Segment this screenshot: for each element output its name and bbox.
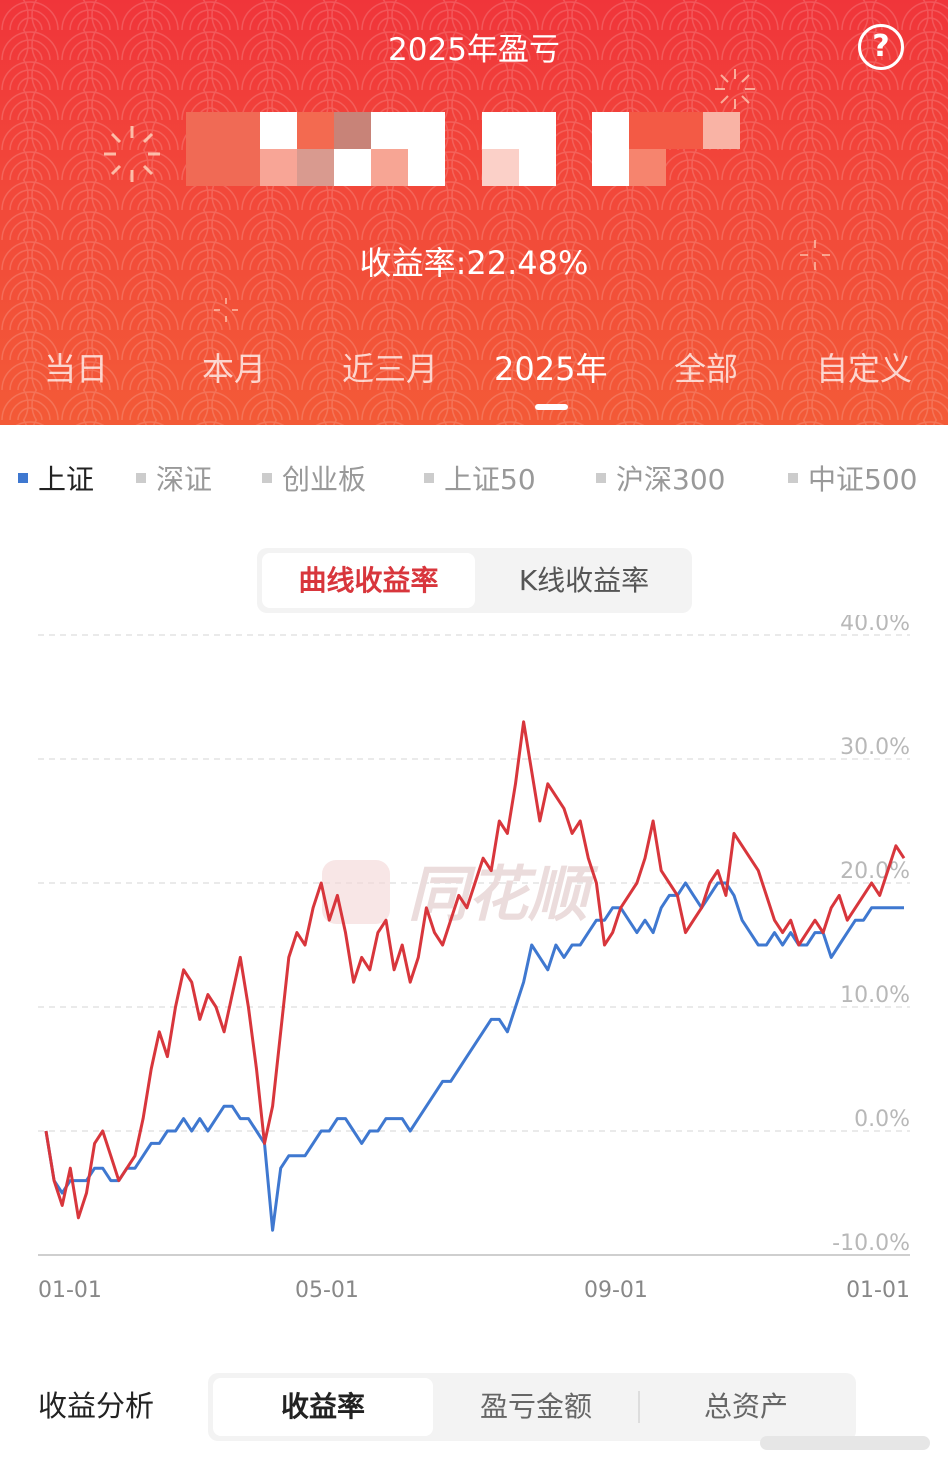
index-shenzhen[interactable]: 深证 — [136, 458, 212, 498]
index-chinext[interactable]: 创业板 — [262, 458, 366, 498]
analysis-label: 收益分析 — [38, 1389, 155, 1423]
wave-pattern — [0, 0, 948, 425]
tab-month[interactable]: 本月 — [202, 350, 267, 388]
legend-dot — [788, 473, 798, 483]
legend-dot — [18, 473, 28, 483]
x-tick-label: 01-01 — [846, 1278, 910, 1303]
firework-decoration — [214, 298, 238, 322]
y-tick-label: 10.0% — [840, 983, 910, 1008]
tab-three-months[interactable]: 近三月 — [342, 350, 439, 388]
y-tick-label: 0.0% — [854, 1107, 910, 1132]
question-circle-icon[interactable]: ? — [858, 24, 904, 70]
x-tick-label: 01-01 — [38, 1278, 102, 1303]
firework-decoration — [104, 126, 160, 182]
active-tab-indicator — [535, 404, 568, 410]
analysis-tabs: 收益率 盈亏金额 总资产 — [208, 1373, 856, 1441]
y-tick-label: 40.0% — [840, 615, 910, 636]
y-tick-label: -10.0% — [832, 1231, 910, 1256]
x-tick-label: 05-01 — [295, 1278, 359, 1303]
y-tick-label: 30.0% — [840, 735, 910, 760]
index-csi300[interactable]: 沪深300 — [596, 458, 725, 498]
tab-return-rate[interactable]: 收益率 — [213, 1378, 433, 1436]
return-chart: 40.0% 30.0% 20.0% 10.0% 0.0% -10.0% 同花顺 01-01 05… — [38, 615, 910, 1303]
account-series-line — [44, 720, 906, 1220]
return-rate: 收益率:22.48% — [359, 244, 589, 282]
index-shanghai[interactable]: 上证 — [18, 458, 94, 498]
watermark-text: 同花顺 — [408, 860, 599, 930]
index-sse50[interactable]: 上证50 — [424, 458, 536, 498]
index-series-line — [44, 881, 904, 1232]
curve-return-button[interactable]: 曲线收益率 — [262, 553, 475, 608]
chart-type-toggle: 曲线收益率 K线收益率 — [257, 548, 692, 613]
page-title: 2025年盈亏 — [388, 32, 560, 68]
kline-return-button[interactable]: K线收益率 — [518, 564, 650, 597]
index-csi500[interactable]: 中证500 — [788, 458, 917, 498]
x-tick-label: 09-01 — [584, 1278, 648, 1303]
divider — [638, 1391, 640, 1423]
legend-dot — [424, 473, 434, 483]
tab-total-assets[interactable]: 总资产 — [703, 1390, 788, 1423]
index-selector: 上证 深证 创业板 上证50 沪深300 中证500 — [0, 458, 948, 502]
period-tabs: 当日 本月 近三月 2025年 全部 自定义 — [0, 344, 948, 394]
tab-custom[interactable]: 自定义 — [816, 350, 913, 388]
legend-dot — [596, 473, 606, 483]
legend-dot — [262, 473, 272, 483]
firework-decoration — [715, 69, 755, 109]
y-tick-label: 20.0% — [840, 859, 910, 884]
firework-decoration — [800, 240, 830, 270]
tab-today[interactable]: 当日 — [44, 350, 109, 388]
legend-dot — [136, 473, 146, 483]
tab-all[interactable]: 全部 — [674, 350, 739, 388]
tab-2025[interactable]: 2025年 — [494, 350, 608, 388]
tab-profit-amount[interactable]: 盈亏金额 — [479, 1390, 592, 1423]
home-indicator — [760, 1436, 930, 1450]
header: 2025年盈亏 ? 收益率:22.48% 当日 本月 近三月 2025年 全部 … — [0, 0, 948, 425]
